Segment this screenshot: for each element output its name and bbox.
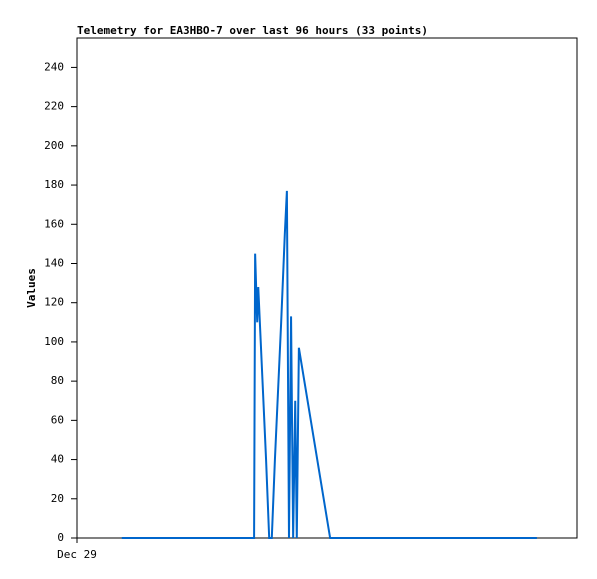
y-tick-label: 220 xyxy=(44,100,64,113)
y-tick-label: 240 xyxy=(44,60,64,73)
plot-frame xyxy=(76,37,578,539)
y-tick-label: 160 xyxy=(44,217,64,230)
x-tick-label: Dec 29 xyxy=(57,548,97,561)
y-tick-label: 200 xyxy=(44,139,64,152)
y-tick-label: 120 xyxy=(44,296,64,309)
y-tick-label: 80 xyxy=(51,374,64,387)
y-tick-label: 60 xyxy=(51,413,64,426)
y-tick-label: 140 xyxy=(44,256,64,269)
y-tick-label: 20 xyxy=(51,492,64,505)
y-tick-label: 0 xyxy=(57,531,64,544)
y-tick-label: 180 xyxy=(44,178,64,191)
y-tick-label: 100 xyxy=(44,335,64,348)
y-tick-label: 40 xyxy=(51,453,64,466)
data-line xyxy=(121,190,537,539)
y-axis-label: Values xyxy=(25,268,38,308)
chart-title: Telemetry for EA3HBO-7 over last 96 hour… xyxy=(77,24,428,37)
